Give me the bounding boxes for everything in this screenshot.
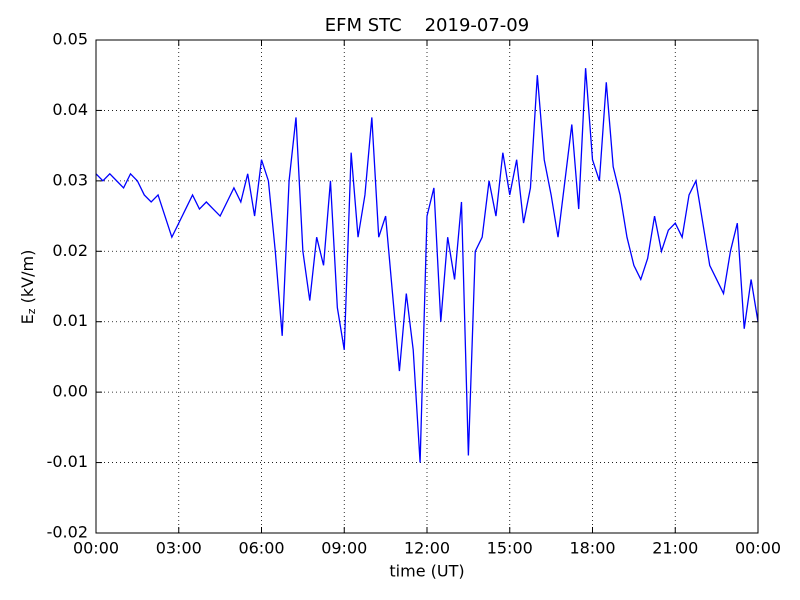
y-tick-label: 0.02 — [52, 241, 88, 260]
x-tick-label: 12:00 — [404, 539, 450, 558]
x-tick-label: 00:00 — [735, 539, 781, 558]
x-tick-label: 00:00 — [73, 539, 119, 558]
y-axis-label: Ez (kV/m) — [18, 250, 39, 325]
y-tick-label: -0.01 — [47, 452, 88, 471]
y-label-main: E — [18, 314, 37, 324]
plot-frame — [95, 39, 759, 534]
y-tick-label: 0.03 — [52, 170, 88, 189]
x-tick-label: 18:00 — [569, 539, 615, 558]
x-tick-label: 15:00 — [487, 539, 533, 558]
y-label-unit: (kV/m) — [18, 250, 37, 309]
x-tick-label: 21:00 — [652, 539, 698, 558]
y-tick-label: 0.05 — [52, 30, 88, 49]
x-tick-label: 06:00 — [238, 539, 284, 558]
y-tick-label: 0.00 — [52, 382, 88, 401]
x-axis-label: time (UT) — [389, 562, 464, 581]
y-tick-label: 0.01 — [52, 311, 88, 330]
x-tick-label: 03:00 — [156, 539, 202, 558]
y-tick-label: -0.02 — [47, 523, 88, 542]
data-line — [95, 68, 759, 463]
x-tick-label: 09:00 — [321, 539, 367, 558]
y-label-sub: z — [25, 308, 38, 314]
y-tick-label: 0.04 — [52, 100, 88, 119]
chart-title: EFM STC 2019-07-09 — [325, 15, 529, 36]
